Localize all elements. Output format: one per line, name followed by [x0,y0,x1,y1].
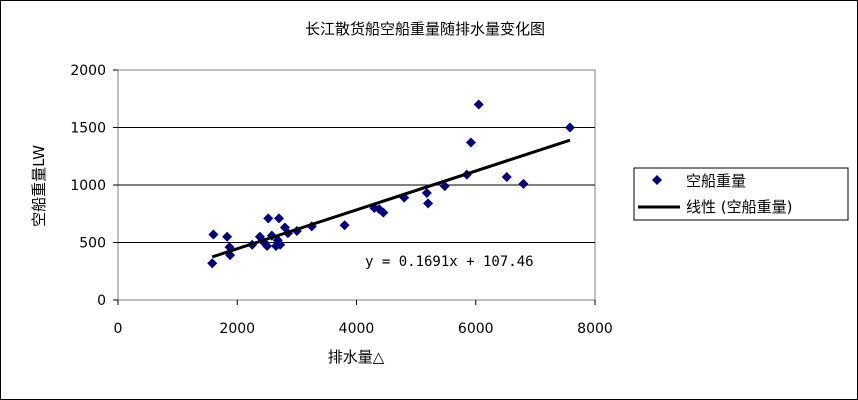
data-point [207,258,218,269]
x-tick-label: 8000 [577,321,613,337]
legend-box [633,167,849,221]
trendline [211,138,571,259]
x-tick-label: 4000 [339,321,375,337]
x-axis-label: 排水量△ [328,348,385,366]
data-point [518,178,529,189]
data-point [501,171,512,182]
data-point [378,207,389,218]
data-point [222,231,233,242]
gridlines [118,127,595,243]
data-point [473,99,484,110]
data-point [262,240,273,251]
y-tick-label: 1500 [70,121,106,137]
y-tick-label: 0 [97,293,106,309]
trendline-equation: y = 0.1691x + 107.46 [365,254,534,270]
x-tick-label: 0 [114,321,123,337]
y-axis-label: 空船重量LW [30,145,48,227]
data-point [263,213,274,224]
data-point [339,220,350,231]
legend: 空船重量 线性 (空船重量) [633,167,849,221]
x-axis-ticks: 0 2000 4000 6000 8000 [114,300,613,337]
data-point [421,188,432,199]
x-tick-label: 6000 [458,321,494,337]
data-point [273,213,284,224]
x-tick-label: 2000 [219,321,255,337]
data-point [465,137,476,148]
data-point [275,239,286,250]
data-points [207,99,575,269]
trendline-group [211,138,571,259]
data-point [564,122,575,133]
legend-marker-icon [652,175,662,185]
data-point [423,198,434,209]
legend-trendline-label: 线性 (空船重量) [686,198,792,216]
chart-title: 长江散货船空船重量随排水量变化图 [305,20,545,38]
y-tick-label: 1000 [70,178,106,194]
data-point [208,229,219,240]
legend-series-label: 空船重量 [686,172,746,190]
y-axis-ticks: 0 500 1000 1500 2000 [70,63,118,309]
data-point [439,181,450,192]
y-tick-label: 2000 [70,63,106,79]
y-tick-label: 500 [79,236,106,252]
